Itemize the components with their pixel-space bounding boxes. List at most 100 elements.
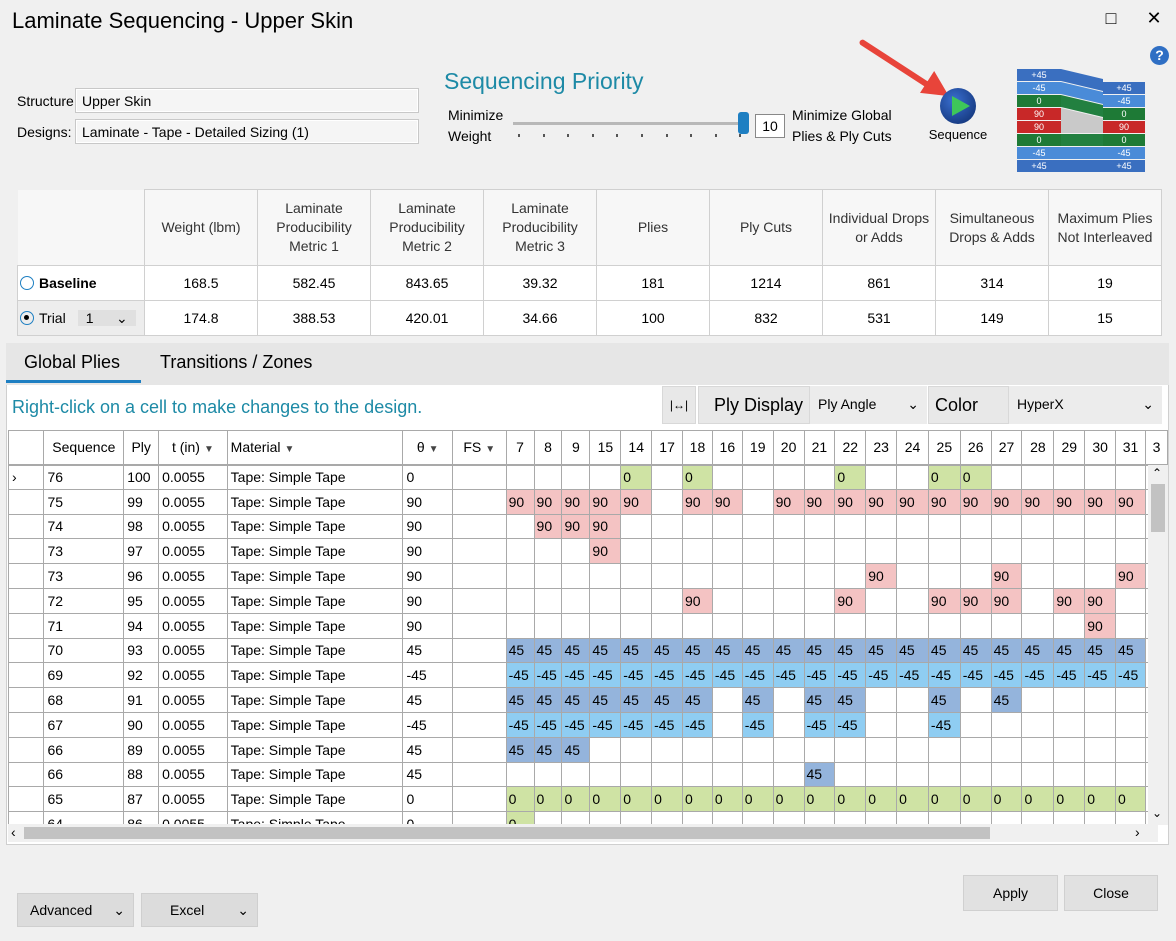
- zone-cell[interactable]: 90: [865, 488, 898, 515]
- zone-cell[interactable]: [1021, 736, 1055, 763]
- zone-cell[interactable]: 0: [741, 786, 774, 813]
- zone-cell[interactable]: [1053, 538, 1086, 565]
- row-indicator[interactable]: ›: [8, 464, 45, 490]
- zone-cell[interactable]: [959, 711, 992, 738]
- zone-cell[interactable]: [865, 711, 898, 738]
- zone-cell[interactable]: -45: [533, 711, 563, 738]
- filter-icon[interactable]: ▼: [428, 444, 439, 456]
- zone-cell[interactable]: [772, 612, 805, 639]
- zone-cell[interactable]: [1021, 464, 1055, 490]
- zone-cell[interactable]: [741, 563, 774, 589]
- zone-cell[interactable]: [589, 563, 622, 589]
- excel-dropdown-button[interactable]: Excel ⌄: [141, 893, 258, 927]
- zone-cell[interactable]: [927, 736, 961, 763]
- zone-cell[interactable]: 45: [561, 637, 591, 664]
- zone-cell[interactable]: 45: [533, 637, 563, 664]
- zone-cell[interactable]: [772, 811, 805, 824]
- zone-cell[interactable]: [711, 761, 743, 788]
- zone-cell[interactable]: [620, 736, 653, 763]
- zone-cell[interactable]: [803, 513, 836, 540]
- zone-cell[interactable]: [834, 811, 867, 824]
- plies-grid[interactable]: Sequence Ply t (in) ▼ Material ▼ θ ▼ FS ▼ 7 8 9 15 14 1…: [8, 430, 1168, 824]
- row-indicator[interactable]: [8, 662, 45, 689]
- zone-cell[interactable]: [711, 687, 743, 713]
- zone-cell[interactable]: -45: [1053, 662, 1086, 689]
- zone-cell[interactable]: [682, 563, 713, 589]
- zone-cell[interactable]: [865, 811, 898, 824]
- zone-cell[interactable]: [896, 587, 929, 614]
- column-header[interactable]: FS ▼: [451, 430, 507, 466]
- zone-cell[interactable]: 45: [561, 687, 591, 713]
- zone-cell[interactable]: [620, 761, 653, 788]
- zone-cell[interactable]: [1084, 513, 1117, 540]
- zone-cell[interactable]: -45: [803, 711, 836, 738]
- zone-cell[interactable]: 90: [1021, 488, 1055, 515]
- zone-cell[interactable]: 90: [1053, 587, 1086, 614]
- zone-cell[interactable]: 45: [1021, 637, 1055, 664]
- maximize-button[interactable]: □: [1105, 8, 1117, 28]
- row-indicator[interactable]: [8, 811, 45, 824]
- zone-cell[interactable]: [651, 811, 683, 824]
- zone-cell[interactable]: -45: [561, 711, 591, 738]
- zone-cell[interactable]: [561, 761, 591, 788]
- zone-cell[interactable]: 0: [505, 786, 535, 813]
- zone-cell[interactable]: [1115, 687, 1146, 713]
- zone-cell[interactable]: -45: [834, 662, 867, 689]
- zone-cell[interactable]: [505, 464, 535, 490]
- table-row[interactable]: 68 91 0.0055 Tape: Simple Tape 45 45 45 45 45 45 4…: [8, 687, 1168, 713]
- zone-cell[interactable]: [682, 513, 713, 540]
- scroll-down-icon[interactable]: ⌄: [1152, 806, 1163, 820]
- zone-cell[interactable]: [896, 464, 929, 490]
- zone-cell[interactable]: [589, 587, 622, 614]
- zone-cell[interactable]: 0: [1084, 786, 1117, 813]
- priority-slider-track[interactable]: [513, 122, 745, 125]
- zone-cell[interactable]: [533, 761, 563, 788]
- row-indicator[interactable]: [8, 637, 45, 664]
- zone-cell[interactable]: [803, 587, 836, 614]
- row-indicator[interactable]: [8, 736, 45, 763]
- zone-cell[interactable]: [772, 563, 805, 589]
- zone-cell[interactable]: -45: [772, 662, 805, 689]
- table-row[interactable]: › 76 100 0.0055 Tape: Simple Tape 0 0 0 0 0 0: [8, 464, 1168, 490]
- zone-cell[interactable]: 90: [896, 488, 929, 515]
- zone-cell[interactable]: 0: [772, 786, 805, 813]
- row-indicator[interactable]: [8, 513, 45, 540]
- zone-cell[interactable]: 45: [505, 687, 535, 713]
- zone-cell[interactable]: [865, 687, 898, 713]
- zone-cell[interactable]: [561, 464, 591, 490]
- priority-value-field[interactable]: 10: [755, 114, 785, 138]
- zone-cell[interactable]: 90: [1084, 612, 1117, 639]
- zone-cell[interactable]: [959, 612, 992, 639]
- zone-cell[interactable]: 0: [682, 464, 713, 490]
- zone-cell[interactable]: [803, 811, 836, 824]
- zone-cell[interactable]: 45: [896, 637, 929, 664]
- horizontal-scroll-thumb[interactable]: [24, 827, 990, 839]
- zone-cell[interactable]: -45: [1021, 662, 1055, 689]
- zone-cell[interactable]: -45: [865, 662, 898, 689]
- zone-cell[interactable]: [1053, 464, 1086, 490]
- table-row[interactable]: 66 88 0.0055 Tape: Simple Tape 45 45: [8, 761, 1168, 788]
- zone-cell[interactable]: [651, 563, 683, 589]
- zone-cell[interactable]: -45: [620, 662, 653, 689]
- zone-cell[interactable]: 90: [589, 513, 622, 540]
- zone-cell[interactable]: [505, 538, 535, 565]
- zone-cell[interactable]: 45: [990, 687, 1023, 713]
- zone-cell[interactable]: [741, 488, 774, 515]
- zone-cell[interactable]: 45: [927, 687, 961, 713]
- zone-cell[interactable]: [865, 736, 898, 763]
- zone-cell[interactable]: [990, 761, 1023, 788]
- zone-cell[interactable]: [620, 538, 653, 565]
- zone-cell[interactable]: [865, 538, 898, 565]
- zone-cell[interactable]: -45: [589, 662, 622, 689]
- zone-cell[interactable]: -45: [834, 711, 867, 738]
- zone-cell[interactable]: [1115, 513, 1146, 540]
- zone-cell[interactable]: 90: [927, 488, 961, 515]
- zone-cell[interactable]: [990, 711, 1023, 738]
- zone-cell[interactable]: 90: [959, 587, 992, 614]
- row-indicator[interactable]: [8, 612, 45, 639]
- zone-cell[interactable]: [803, 612, 836, 639]
- table-row[interactable]: 70 93 0.0055 Tape: Simple Tape 45 45 45 45 45 45 4…: [8, 637, 1168, 664]
- zone-cell[interactable]: [896, 761, 929, 788]
- zone-cell[interactable]: -45: [927, 662, 961, 689]
- zone-cell[interactable]: [1084, 464, 1117, 490]
